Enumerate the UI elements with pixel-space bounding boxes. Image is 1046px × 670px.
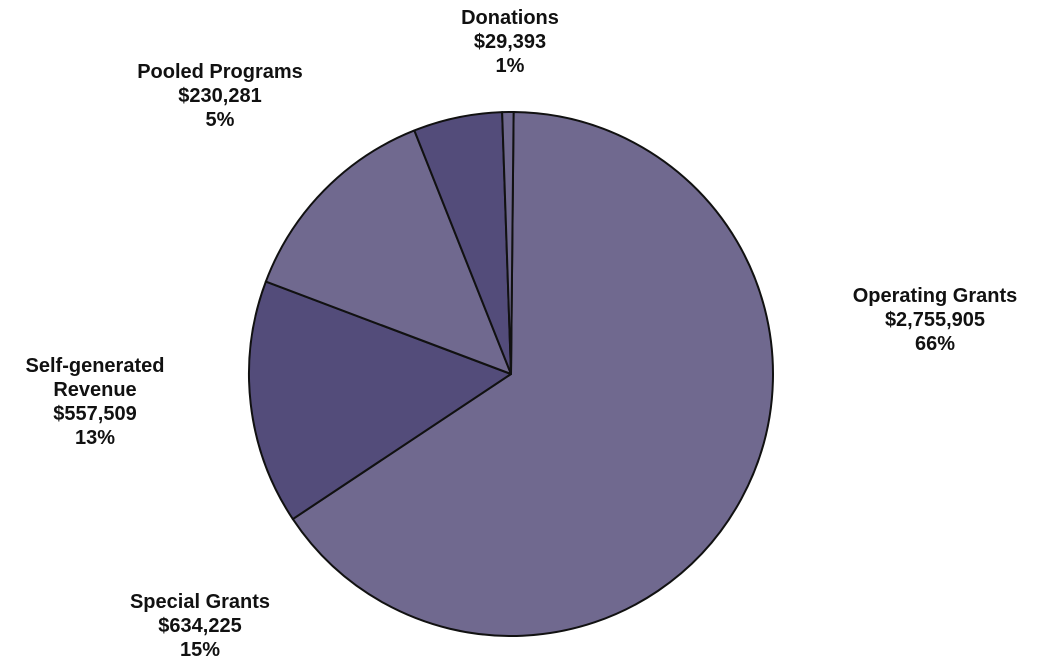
slice-name: Pooled Programs [137,61,303,83]
pie-slice-self-generated-revenue [264,129,512,375]
slice-label-donations: Donations $29,393 1% [410,6,610,78]
slice-label-pooled-programs: Pooled Programs $230,281 5% [100,60,340,132]
slice-percent: 66% [914,333,956,355]
slice-percent: 1% [495,55,525,77]
slice-value: $29,393 [473,31,547,53]
slice-name: Donations [461,7,559,29]
slice-name: Special Grants [129,591,271,613]
slice-percent: 13% [74,427,116,449]
slice-name: Operating Grants [852,285,1018,307]
slice-value: $634,225 [158,615,242,637]
slice-value: $2,755,905 [884,309,986,331]
slice-percent: 5% [205,109,235,131]
slice-percent: 15% [179,639,221,661]
slice-label-self-generated-revenue: Self-generated Revenue $557,509 13% [0,354,190,450]
slice-label-special-grants: Special Grants $634,225 15% [90,590,310,662]
slice-name-line-2: Revenue [53,379,137,401]
slice-label-operating-grants: Operating Grants $2,755,905 66% [825,284,1045,356]
slice-name-line-1: Self-generated [25,355,165,377]
slice-value: $230,281 [178,85,262,107]
pie-slice-special-grants [248,280,512,521]
slice-value: $557,509 [53,403,137,425]
pie-slice-operating-grants [291,111,774,637]
pie-slice-donations [501,110,515,375]
